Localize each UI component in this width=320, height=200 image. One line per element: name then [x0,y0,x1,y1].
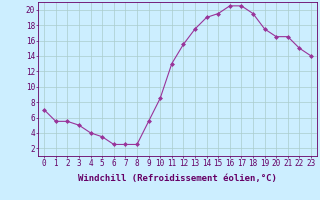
X-axis label: Windchill (Refroidissement éolien,°C): Windchill (Refroidissement éolien,°C) [78,174,277,183]
